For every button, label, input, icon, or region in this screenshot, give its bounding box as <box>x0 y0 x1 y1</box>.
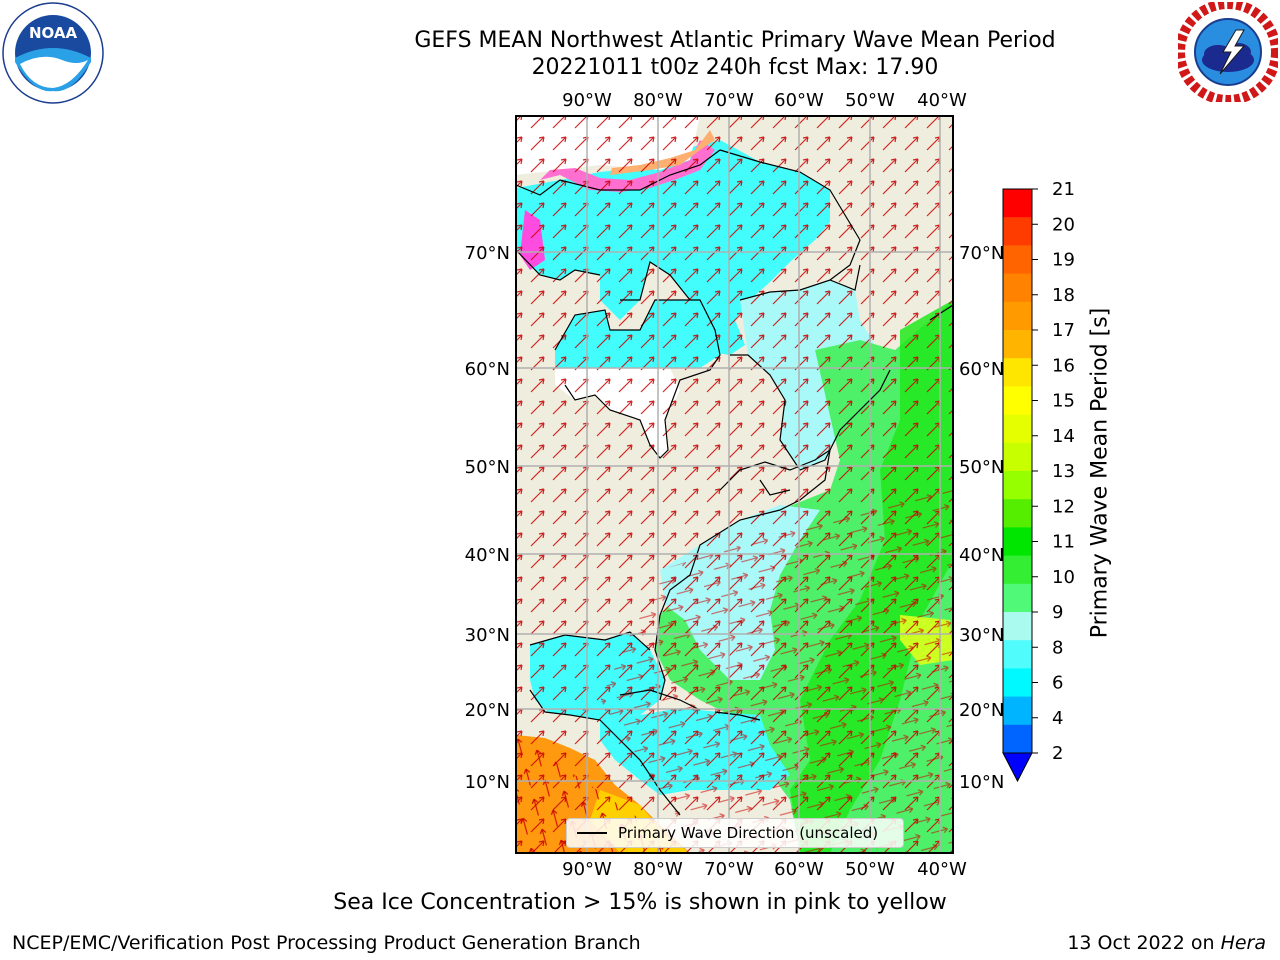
lat-labels-left: 70°N 60°N 50°N 40°N 30°N 20°N 10°N <box>465 243 510 793</box>
colorbar-tick-label: 8 <box>1052 637 1063 658</box>
footer-organization: NCEP/EMC/Verification Post Processing Pr… <box>12 932 641 954</box>
lon-label: 70°W <box>704 859 754 880</box>
lat-label: 30°N <box>959 625 1004 646</box>
colorbar-segment <box>1003 245 1032 275</box>
lat-label: 20°N <box>465 700 510 721</box>
lon-label: 50°W <box>845 90 895 111</box>
colorbar-tick-label: 13 <box>1052 461 1075 482</box>
lon-labels-bottom: 90°W 80°W 70°W 60°W 50°W 40°W <box>562 859 967 880</box>
lon-label: 40°W <box>917 859 967 880</box>
colorbar-tick-label: 14 <box>1052 426 1075 447</box>
wave-direction-arrows-south <box>600 480 953 853</box>
plot-title: GEFS MEAN Northwest Atlantic Primary Wav… <box>414 28 1056 53</box>
lat-label: 60°N <box>465 359 510 380</box>
lat-label: 30°N <box>465 625 510 646</box>
colorbar-tick-label: 18 <box>1052 285 1075 306</box>
map-panel <box>516 116 953 853</box>
colorbar-tick-label: 4 <box>1052 708 1063 729</box>
lon-label: 80°W <box>633 859 683 880</box>
lat-label: 70°N <box>959 243 1004 264</box>
plot-subtitle: 20221011 t00z 240h fcst Max: 17.90 <box>531 55 939 80</box>
colorbar-segment <box>1003 442 1032 472</box>
colorbar-tick-label: 15 <box>1052 391 1075 412</box>
colorbar-segment <box>1003 189 1032 218</box>
colorbar-segment <box>1003 724 1032 754</box>
nws-logo <box>1178 2 1278 102</box>
lon-label: 80°W <box>633 90 683 111</box>
lat-label: 70°N <box>465 243 510 264</box>
colorbar-segment <box>1003 499 1032 528</box>
colorbar-segment <box>1003 358 1032 387</box>
lat-label: 10°N <box>465 772 510 793</box>
colorbar-tick-label: 6 <box>1052 673 1063 694</box>
lat-label: 20°N <box>959 700 1004 721</box>
colorbar-tick-label: 20 <box>1052 214 1075 235</box>
lon-label: 60°W <box>774 90 824 111</box>
noaa-logo-text: NOAA <box>29 24 78 42</box>
lat-label: 60°N <box>959 359 1004 380</box>
lon-label: 50°W <box>845 859 895 880</box>
colorbar-tick-label: 2 <box>1052 743 1063 764</box>
lon-label: 70°W <box>704 90 754 111</box>
colorbar-segment <box>1003 527 1032 557</box>
lon-label: 90°W <box>562 90 612 111</box>
lat-labels-right: 70°N 60°N 50°N 40°N 30°N 20°N 10°N <box>959 243 1004 793</box>
legend-label: Primary Wave Direction (unscaled) <box>618 824 879 842</box>
lat-label: 50°N <box>465 457 510 478</box>
colorbar-tick-label: 12 <box>1052 496 1075 517</box>
lat-label: 40°N <box>959 545 1004 566</box>
colorbar-tick-label: 11 <box>1052 532 1075 553</box>
colorbar-segment <box>1003 273 1032 303</box>
lat-label: 10°N <box>959 772 1004 793</box>
graticule <box>516 116 953 853</box>
lon-label: 60°W <box>774 859 824 880</box>
colorbar-segment <box>1003 668 1032 698</box>
colorbar-tick-label: 16 <box>1052 355 1075 376</box>
lon-labels-top: 90°W 80°W 70°W 60°W 50°W 40°W <box>562 90 967 111</box>
colorbar-segment <box>1003 217 1032 246</box>
sea-ice-caption: Sea Ice Concentration > 15% is shown in … <box>333 890 947 915</box>
footer-date-text: 13 Oct 2022 on <box>1067 932 1221 954</box>
lon-label: 90°W <box>562 859 612 880</box>
colorbar-segment <box>1003 330 1032 359</box>
colorbar-segment <box>1003 583 1032 613</box>
colorbar-segment <box>1003 414 1032 444</box>
colorbar-extend-triangle <box>1002 752 1033 783</box>
colorbar-tick-label: 19 <box>1052 250 1075 271</box>
colorbar-tick-label: 9 <box>1052 602 1063 623</box>
footer-machine: Hera <box>1220 932 1266 954</box>
noaa-logo: NOAA <box>2 2 104 104</box>
colorbar-segment <box>1003 386 1032 416</box>
colorbar-tick-label: 21 <box>1052 179 1075 200</box>
map-frame <box>515 115 954 854</box>
colorbar-segment <box>1003 555 1032 585</box>
lat-label: 50°N <box>959 457 1004 478</box>
colorbar-segment <box>1003 696 1032 726</box>
colorbar-tick-label: 17 <box>1052 320 1075 341</box>
colorbar-segment <box>1003 612 1032 641</box>
lat-label: 40°N <box>465 545 510 566</box>
colorbar: 21 20 19 18 17 16 15 14 13 12 11 10 9 8 6 4 2 <box>1002 179 1075 783</box>
lon-label: 40°W <box>917 90 967 111</box>
coastlines <box>516 149 953 816</box>
colorbar-segment <box>1003 301 1032 331</box>
footer-date: 13 Oct 2022 on Hera <box>1067 932 1266 954</box>
colorbar-tick-label: 10 <box>1052 567 1075 588</box>
legend-line-swatch <box>577 832 607 834</box>
colorbar-segment <box>1003 471 1032 500</box>
colorbar-segment <box>1003 640 1032 669</box>
map-legend: Primary Wave Direction (unscaled) <box>566 818 904 848</box>
colorbar-label: Primary Wave Mean Period [s] <box>1087 307 1113 639</box>
